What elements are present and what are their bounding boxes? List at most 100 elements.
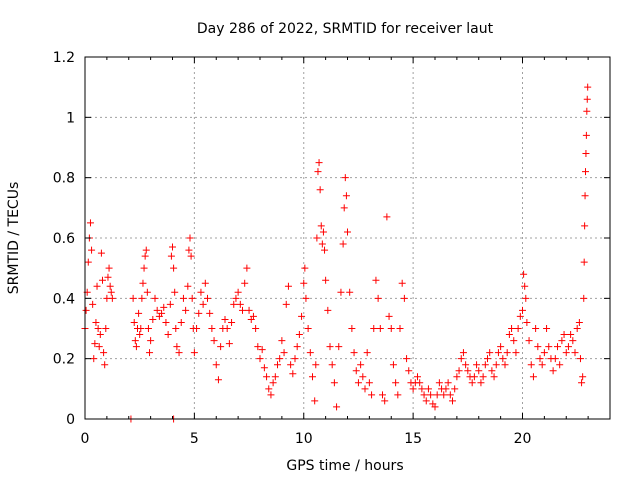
data-point [416, 379, 424, 387]
data-point [206, 309, 214, 317]
data-point [143, 288, 151, 296]
data-point [138, 294, 146, 302]
data-point [451, 385, 459, 393]
data-point [433, 391, 441, 399]
data-point [228, 318, 236, 326]
data-point [422, 397, 430, 405]
data-point [459, 349, 467, 357]
data-point [164, 331, 172, 339]
data-point [146, 349, 154, 357]
data-point [484, 355, 491, 363]
data-point [105, 264, 113, 272]
data-point [497, 343, 505, 351]
data-point [312, 361, 320, 369]
data-point [173, 343, 181, 351]
data-point [462, 361, 470, 369]
data-point [379, 391, 386, 399]
data-point [104, 273, 112, 281]
data-point [494, 349, 502, 357]
data-point [383, 213, 391, 221]
data-point [230, 300, 238, 308]
data-point [282, 300, 290, 308]
data-point [381, 397, 389, 405]
data-point [293, 343, 301, 351]
data-point [527, 361, 535, 369]
data-point [201, 279, 209, 287]
x-tick-label: 10 [295, 431, 313, 447]
data-point [166, 300, 174, 308]
data-point [549, 367, 557, 375]
x-tick-label: 0 [81, 431, 90, 447]
data-point [107, 288, 115, 296]
data-point [581, 192, 589, 200]
data-point [243, 264, 251, 272]
y-axis-label: SRMTID / TECUs [6, 182, 22, 295]
data-point [197, 288, 205, 296]
data-point [368, 391, 376, 399]
data-point [523, 318, 531, 326]
data-point [479, 373, 487, 381]
data-point [271, 373, 279, 381]
data-point [490, 373, 498, 381]
data-point [473, 361, 481, 369]
data-point [289, 370, 297, 378]
data-point [522, 294, 530, 302]
data-point [208, 325, 216, 332]
data-point [190, 349, 198, 357]
data-point [315, 159, 323, 167]
data-point [394, 391, 402, 399]
data-point [160, 303, 168, 311]
data-point [234, 288, 242, 296]
data-point [457, 355, 465, 363]
data-point [269, 379, 277, 387]
data-point [540, 349, 548, 357]
data-point [396, 325, 404, 332]
data-point [340, 204, 348, 212]
data-point [249, 312, 257, 320]
data-point [444, 379, 452, 387]
data-point [440, 391, 448, 399]
data-point [317, 222, 325, 230]
data-point [149, 315, 157, 323]
data-point [350, 349, 358, 357]
data-point [153, 306, 161, 314]
data-point [512, 349, 520, 357]
data-point [309, 373, 316, 381]
data-point [339, 240, 347, 248]
data-point [363, 349, 371, 357]
data-point [311, 397, 319, 405]
data-point [453, 373, 461, 381]
data-point [144, 325, 152, 332]
data-point [265, 385, 273, 393]
x-axis-label: GPS time / hours [286, 458, 403, 474]
data-point [287, 361, 295, 369]
data-point [481, 361, 489, 369]
data-point [321, 246, 329, 254]
data-point [405, 367, 413, 375]
data-point [245, 306, 253, 314]
data-point [486, 349, 494, 357]
data-point [300, 279, 308, 287]
data-point [575, 318, 583, 326]
data-point [387, 325, 395, 332]
data-point [170, 264, 178, 272]
data-point [335, 343, 343, 351]
data-point [167, 252, 175, 260]
data-point [534, 343, 542, 351]
data-point [241, 279, 249, 287]
data-point [564, 343, 572, 351]
data-point [352, 367, 360, 375]
data-point [503, 349, 511, 357]
data-point [136, 331, 144, 339]
data-point [376, 325, 384, 332]
data-point [510, 337, 518, 345]
data-point [372, 276, 380, 284]
y-tick-label: 1 [66, 110, 75, 126]
data-point [302, 294, 310, 302]
data-point [337, 288, 345, 296]
data-point [492, 361, 500, 369]
data-point [470, 373, 478, 381]
data-point [424, 385, 432, 393]
data-point [420, 391, 428, 399]
data-point [385, 312, 393, 320]
